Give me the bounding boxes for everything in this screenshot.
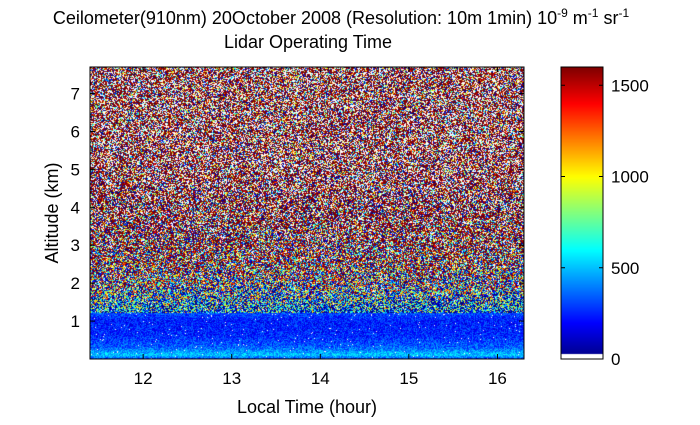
x-tick-label: 12 bbox=[134, 369, 153, 388]
plot-area bbox=[89, 66, 525, 360]
colorbar-ticks: 0 500 1000 1500 bbox=[561, 76, 649, 369]
chart-title: Ceilometer(910nm) 20October 2008 (Resolu… bbox=[53, 6, 630, 28]
x-tick-label: 16 bbox=[488, 369, 507, 388]
x-tick-label: 13 bbox=[222, 369, 241, 388]
colorbar-tick-label: 500 bbox=[611, 259, 639, 278]
chart-subtitle: Lidar Operating Time bbox=[224, 32, 392, 52]
colorbar-tick-label: 1500 bbox=[611, 76, 649, 95]
x-axis: 12 13 14 15 16 bbox=[134, 67, 507, 388]
y-axis: 1 2 3 4 5 6 7 bbox=[71, 85, 524, 331]
y-tick-label: 4 bbox=[71, 198, 80, 217]
heatmap-canvas bbox=[90, 67, 524, 359]
y-tick-label: 7 bbox=[71, 85, 80, 104]
x-tick-label: 15 bbox=[399, 369, 418, 388]
colorbar-canvas bbox=[561, 67, 603, 359]
plot-frame bbox=[89, 66, 525, 360]
colorbar: 0 500 1000 1500 bbox=[560, 66, 649, 369]
x-tick-label: 14 bbox=[311, 369, 330, 388]
y-tick-label: 2 bbox=[71, 274, 80, 293]
colorbar-canvas-wrap bbox=[561, 67, 603, 359]
y-axis-label: Altitude (km) bbox=[42, 162, 62, 263]
x-axis-label: Local Time (hour) bbox=[237, 397, 377, 417]
y-tick-label: 1 bbox=[71, 312, 80, 331]
y-tick-label: 5 bbox=[71, 160, 80, 179]
y-tick-label: 6 bbox=[71, 122, 80, 141]
heatmap-canvas-wrap bbox=[90, 67, 524, 359]
colorbar-tick-label: 0 bbox=[611, 350, 620, 369]
colorbar-frame bbox=[560, 66, 604, 360]
y-tick-label: 3 bbox=[71, 236, 80, 255]
colorbar-tick-label: 1000 bbox=[611, 168, 649, 187]
